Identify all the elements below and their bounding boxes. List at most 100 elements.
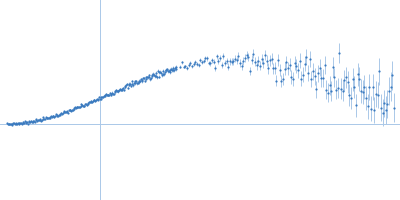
Point — [379, 111, 386, 114]
Point — [30, 121, 36, 124]
Point — [102, 94, 108, 97]
Point — [5, 123, 11, 126]
Point — [65, 111, 71, 114]
Point — [164, 68, 170, 71]
Point — [36, 118, 43, 121]
Point — [172, 67, 179, 70]
Point — [156, 71, 163, 74]
Point — [267, 59, 273, 62]
Point — [381, 102, 387, 105]
Point — [49, 115, 55, 118]
Point — [331, 76, 338, 79]
Point — [156, 75, 162, 78]
Point — [196, 63, 202, 66]
Point — [161, 72, 167, 76]
Point — [90, 99, 96, 103]
Point — [237, 61, 243, 65]
Point — [40, 117, 46, 120]
Point — [106, 93, 112, 96]
Point — [43, 116, 50, 120]
Point — [74, 106, 80, 109]
Point — [146, 74, 152, 77]
Point — [138, 77, 144, 81]
Point — [162, 70, 168, 74]
Point — [199, 61, 205, 64]
Point — [283, 60, 290, 64]
Point — [320, 76, 326, 79]
Point — [366, 85, 372, 89]
Point — [116, 88, 122, 92]
Point — [247, 69, 253, 72]
Point — [179, 61, 185, 64]
Point — [123, 84, 129, 87]
Point — [219, 64, 225, 67]
Point — [46, 116, 52, 119]
Point — [140, 76, 146, 80]
Point — [118, 87, 125, 90]
Point — [232, 57, 238, 60]
Point — [53, 114, 60, 117]
Point — [303, 56, 310, 59]
Point — [81, 104, 88, 107]
Point — [98, 95, 105, 98]
Point — [84, 101, 91, 105]
Point — [22, 121, 29, 124]
Point — [389, 74, 396, 77]
Point — [238, 64, 245, 67]
Point — [224, 59, 230, 63]
Point — [369, 85, 376, 89]
Point — [311, 75, 318, 78]
Point — [115, 90, 122, 93]
Point — [114, 90, 120, 93]
Point — [111, 90, 118, 93]
Point — [37, 119, 44, 122]
Point — [104, 94, 111, 97]
Point — [376, 70, 382, 73]
Point — [170, 67, 176, 70]
Point — [360, 90, 366, 93]
Point — [166, 69, 172, 72]
Point — [29, 119, 36, 123]
Point — [118, 88, 124, 91]
Point — [147, 78, 153, 81]
Point — [328, 89, 334, 93]
Point — [47, 116, 54, 120]
Point — [103, 93, 109, 96]
Point — [344, 80, 351, 84]
Point — [265, 67, 272, 70]
Point — [56, 113, 63, 116]
Point — [88, 101, 94, 104]
Point — [276, 68, 283, 72]
Point — [112, 90, 118, 94]
Point — [83, 102, 89, 105]
Point — [368, 107, 374, 110]
Point — [169, 68, 175, 71]
Point — [152, 74, 158, 78]
Point — [44, 116, 50, 119]
Point — [313, 87, 320, 91]
Point — [48, 115, 54, 118]
Point — [120, 86, 126, 89]
Point — [131, 81, 137, 84]
Point — [326, 84, 333, 87]
Point — [214, 55, 220, 58]
Point — [93, 98, 99, 101]
Point — [145, 75, 151, 79]
Point — [69, 108, 75, 112]
Point — [235, 55, 242, 58]
Point — [146, 75, 152, 78]
Point — [173, 65, 180, 69]
Point — [350, 78, 356, 81]
Point — [72, 106, 78, 109]
Point — [64, 110, 70, 113]
Point — [86, 100, 92, 103]
Point — [15, 122, 21, 125]
Point — [100, 94, 107, 97]
Point — [148, 73, 155, 77]
Point — [202, 57, 208, 60]
Point — [346, 93, 352, 96]
Point — [244, 53, 250, 57]
Point — [270, 67, 276, 70]
Point — [33, 118, 40, 121]
Point — [92, 100, 98, 103]
